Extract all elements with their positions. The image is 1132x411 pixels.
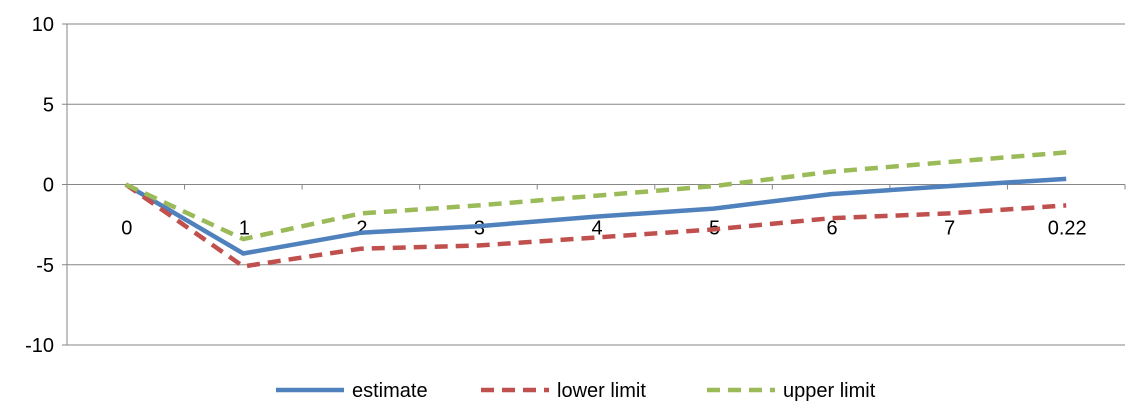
y-tick-label: 5 (43, 94, 54, 116)
y-tick-label: -5 (36, 255, 54, 277)
y-tick-labels: 10 5 0 -5 -10 (25, 14, 54, 357)
gridlines (67, 23, 1125, 346)
legend-label: estimate (352, 380, 428, 402)
x-tick-label: 2 (356, 218, 367, 240)
x-tick-label: 7 (944, 218, 955, 240)
x-tick-label: 1 (239, 218, 250, 240)
series-line-upper-limit (124, 150, 1067, 242)
legend-label: upper limit (783, 380, 876, 402)
x-tick-label: 3 (474, 218, 485, 240)
y-tick-label: -10 (25, 335, 54, 357)
x-tick-label: 0.22 (1048, 218, 1087, 240)
legend-label: lower limit (557, 380, 646, 402)
x-tick-label: 4 (591, 218, 602, 240)
y-tick-label: 10 (32, 14, 54, 36)
y-tick-label: 0 (43, 175, 54, 197)
series-lines (124, 150, 1067, 269)
legend: estimate lower limit upper limit (276, 380, 876, 402)
x-tick-label: 0 (121, 218, 132, 240)
x-tick-label: 6 (827, 218, 838, 240)
series-line-estimate (124, 176, 1067, 256)
